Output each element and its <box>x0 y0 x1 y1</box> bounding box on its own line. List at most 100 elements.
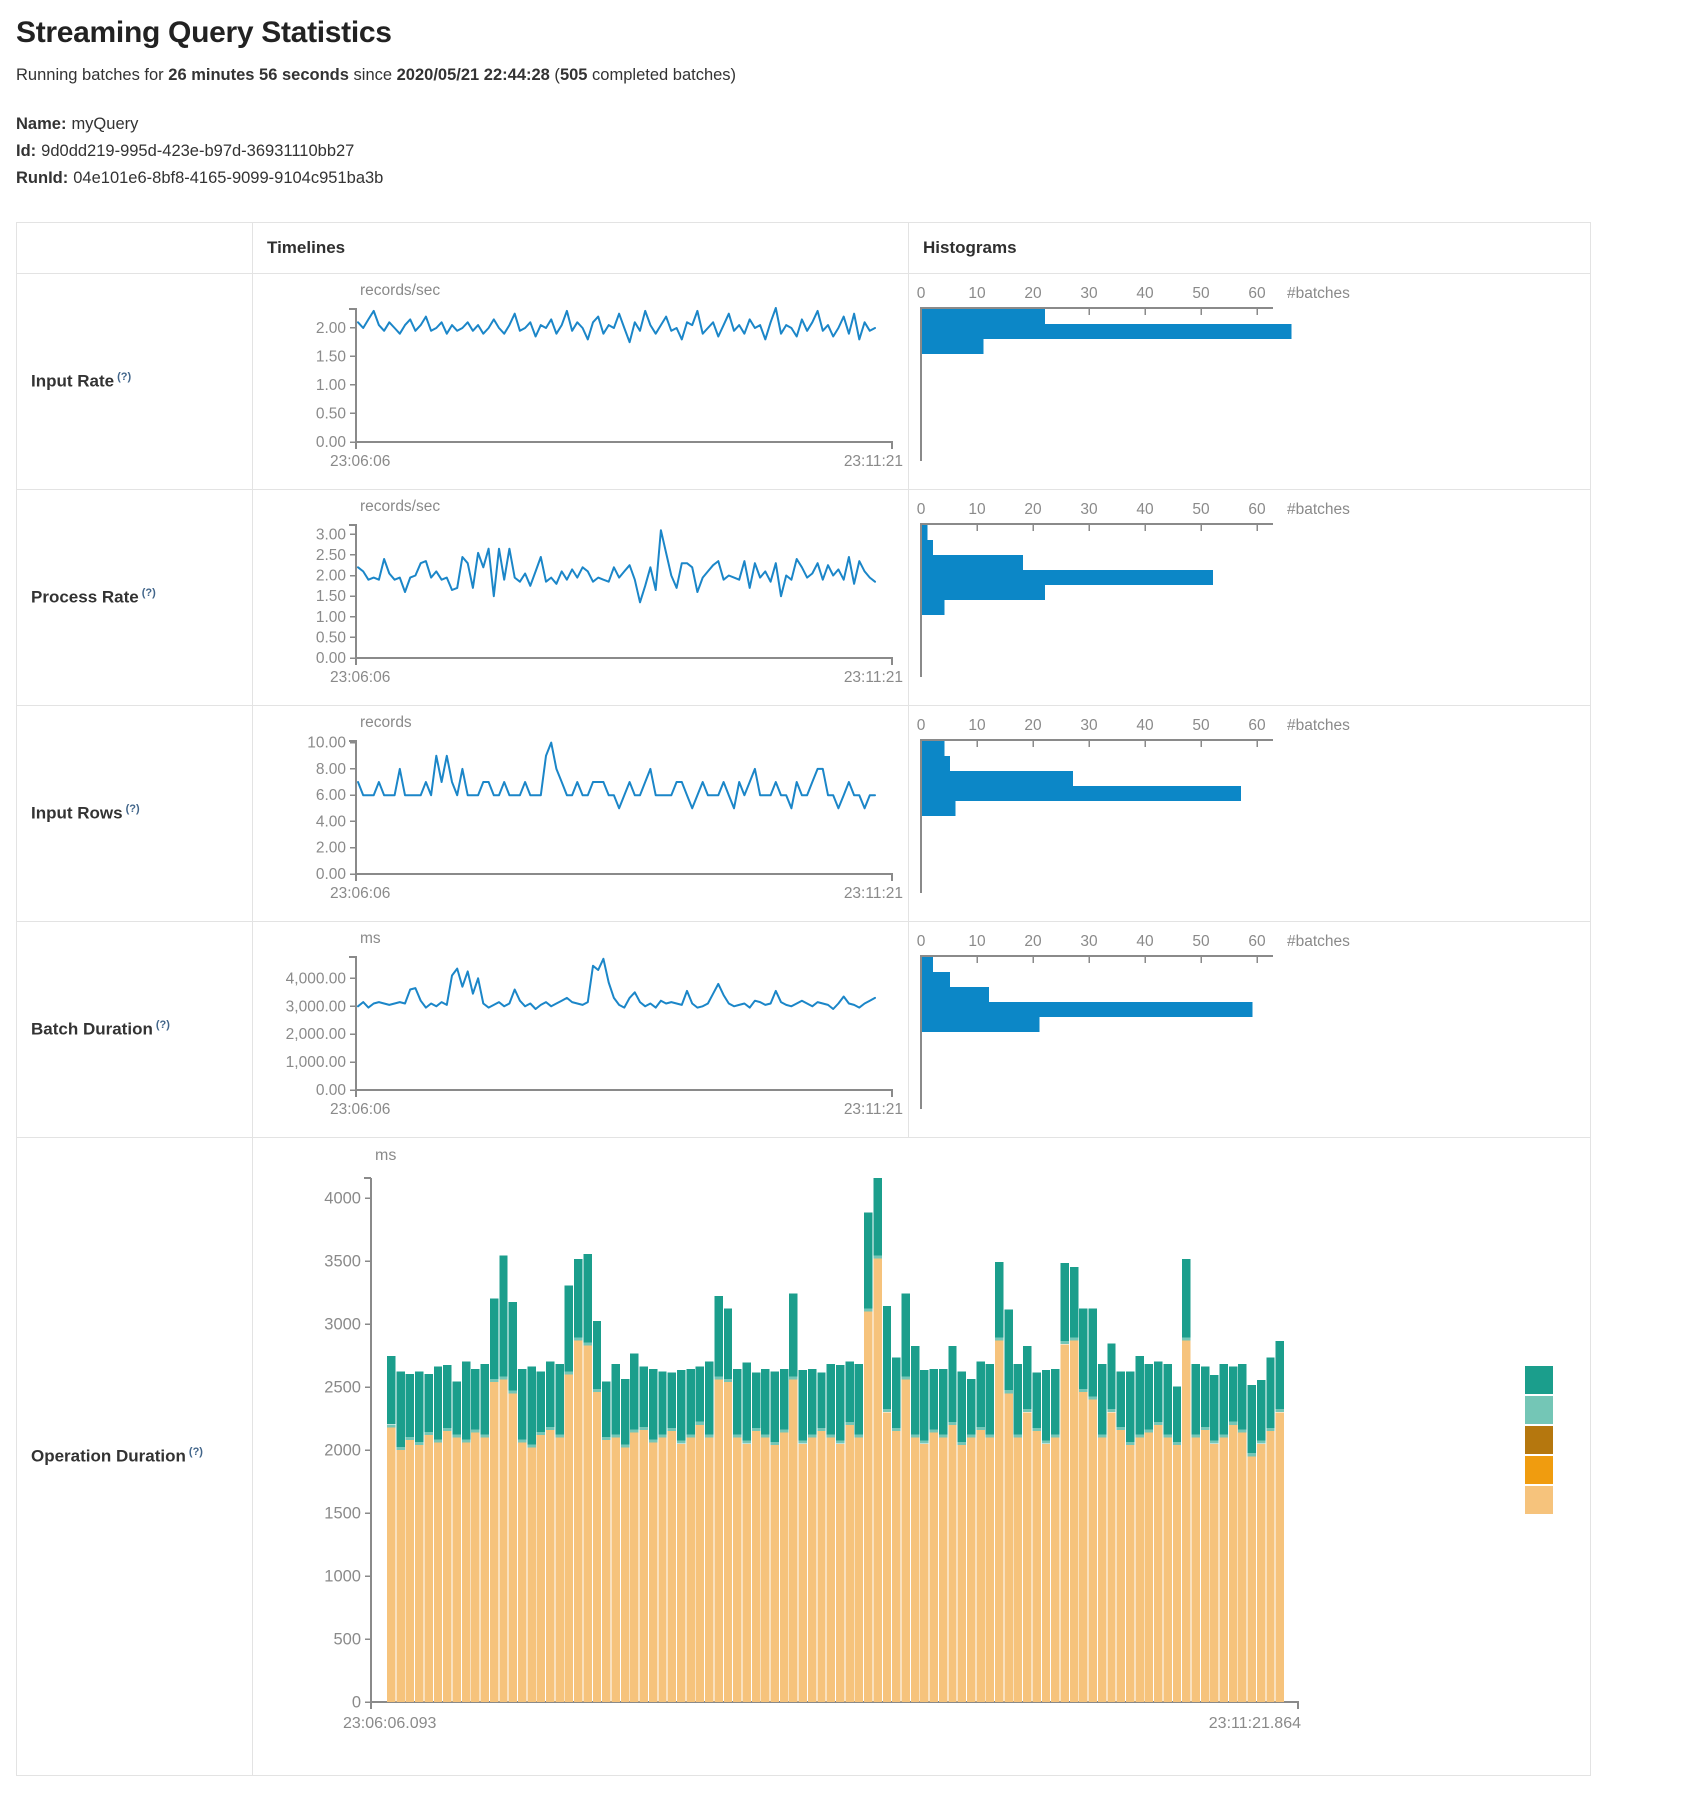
legend-swatch-4 <box>1525 1456 1553 1484</box>
svg-text:60: 60 <box>1248 933 1266 950</box>
stats-table: Timelines Histograms Input Rate (?) recor… <box>16 222 1591 1776</box>
svg-text:1.50: 1.50 <box>316 588 347 605</box>
histogram-cell: 0 10 20 30 40 50 60 #batches <box>908 273 1591 490</box>
input-rows-timeline-chart: records 10.00 8.00 6.00 4.00 2.00 0.00 23:06:06… <box>307 714 903 902</box>
metric-label: Operation Duration <box>31 1446 186 1466</box>
svg-text:records/sec: records/sec <box>360 498 440 515</box>
operation-duration-row: Operation Duration (?) ms 4000 3500 3000 2500… <box>16 1137 1591 1776</box>
timeline-cell: ms 4,000.00 3,000.00 2,000.00 1,000.00 0.00 23… <box>252 921 909 1138</box>
svg-text:20: 20 <box>1024 501 1042 518</box>
svg-text:3.00: 3.00 <box>316 526 347 543</box>
svg-text:4,000.00: 4,000.00 <box>286 970 347 987</box>
histogram-cell: 0 10 20 30 40 50 60 #batches <box>908 921 1591 1138</box>
operation-duration-stacked-chart: ms 4000 3500 3000 2500 2000 1500 1000 500 0 23:06:… <box>324 1147 1301 1732</box>
svg-text:23:06:06: 23:06:06 <box>330 453 390 470</box>
svg-text:4000: 4000 <box>324 1190 361 1208</box>
svg-text:0.00: 0.00 <box>316 1082 347 1099</box>
svg-text:10.00: 10.00 <box>307 735 346 752</box>
svg-text:8.00: 8.00 <box>316 761 347 778</box>
query-id-label: Id: <box>16 142 37 160</box>
svg-text:records/sec: records/sec <box>360 282 440 299</box>
table-header-row: Timelines Histograms <box>16 222 1591 274</box>
help-icon[interactable]: (?) <box>117 371 132 384</box>
query-runid-row: RunId: 04e101e6-8bf8-4165-9099-9104c951ba… <box>16 165 1677 192</box>
svg-text:2.50: 2.50 <box>316 547 347 564</box>
svg-text:10: 10 <box>968 285 986 302</box>
svg-text:60: 60 <box>1248 501 1266 518</box>
legend-swatch-1 <box>1525 1366 1553 1394</box>
svg-text:2.00: 2.00 <box>316 320 347 337</box>
svg-text:1.50: 1.50 <box>316 348 347 365</box>
svg-text:2.00: 2.00 <box>316 840 347 857</box>
summary-text: completed batches) <box>587 66 737 84</box>
histogram-cell: 0 10 20 30 40 50 60 #batches <box>908 489 1591 706</box>
timeline-cell: records/sec 3.00 2.50 2.00 1.50 1.00 0.50 0.00 2… <box>252 489 909 706</box>
query-name-label: Name: <box>16 115 67 133</box>
help-icon[interactable]: (?) <box>141 587 156 600</box>
svg-text:20: 20 <box>1024 285 1042 302</box>
metric-label: Input Rows <box>31 803 123 823</box>
svg-text:3500: 3500 <box>324 1253 361 1271</box>
svg-text:2.00: 2.00 <box>316 568 347 585</box>
help-icon[interactable]: (?) <box>155 1019 170 1032</box>
svg-text:40: 40 <box>1136 933 1154 950</box>
svg-text:50: 50 <box>1192 501 1210 518</box>
legend-swatch-3 <box>1525 1426 1553 1454</box>
svg-text:#batches: #batches <box>1287 501 1350 518</box>
summary-text: ( <box>549 66 560 84</box>
svg-text:0.00: 0.00 <box>316 434 347 451</box>
summary-duration: 26 minutes 56 seconds <box>168 66 349 84</box>
metric-label-cell: Process Rate (?) <box>16 489 253 706</box>
svg-text:4.00: 4.00 <box>316 813 347 830</box>
svg-text:3,000.00: 3,000.00 <box>286 998 347 1015</box>
svg-text:23:06:06: 23:06:06 <box>330 885 390 902</box>
svg-text:23:11:21: 23:11:21 <box>844 1101 903 1118</box>
metric-label: Process Rate <box>31 587 139 607</box>
timeline-cell: records 10.00 8.00 6.00 4.00 2.00 0.00 23:06:06… <box>252 705 909 922</box>
svg-text:23:11:21.864: 23:11:21.864 <box>1209 1715 1301 1732</box>
query-name-value: myQuery <box>71 115 139 133</box>
svg-text:50: 50 <box>1192 933 1210 950</box>
help-icon[interactable]: (?) <box>125 803 140 816</box>
query-meta: Name: myQuery Id: 9d0dd219-995d-423e-b97d-… <box>16 111 1677 192</box>
process-rate-row: Process Rate (?) records/sec 3.00 2.50 2.00 1… <box>16 489 1591 706</box>
batch-duration-timeline-chart: ms 4,000.00 3,000.00 2,000.00 1,000.00 0.00 23… <box>286 930 903 1118</box>
svg-text:40: 40 <box>1136 285 1154 302</box>
svg-text:60: 60 <box>1248 717 1266 734</box>
svg-text:23:11:21: 23:11:21 <box>844 453 903 470</box>
metric-label-cell: Batch Duration (?) <box>16 921 253 1138</box>
operation-duration-legend <box>1525 1366 1553 1514</box>
svg-text:23:06:06: 23:06:06 <box>330 1101 390 1118</box>
svg-text:20: 20 <box>1024 717 1042 734</box>
page-title: Streaming Query Statistics <box>16 16 392 49</box>
svg-text:0: 0 <box>917 285 926 302</box>
timeline-cell: records/sec 2.00 1.50 1.00 0.50 0.00 23:06:06 2… <box>252 273 909 490</box>
operation-duration-cell: ms 4000 3500 3000 2500 2000 1500 1000 500 0 23:06:… <box>252 1137 1591 1776</box>
input-rate-histogram-chart: 0 10 20 30 40 50 60 #batches <box>917 285 1350 461</box>
query-id-value: 9d0dd219-995d-423e-b97d-36931110bb27 <box>41 142 355 160</box>
header-empty-cell <box>16 222 253 274</box>
query-name-row: Name: myQuery <box>16 111 1677 138</box>
svg-text:50: 50 <box>1192 717 1210 734</box>
svg-text:0.00: 0.00 <box>316 650 347 667</box>
metric-label-cell: Operation Duration (?) <box>16 1137 253 1776</box>
help-icon[interactable]: (?) <box>188 1446 203 1459</box>
svg-text:23:11:21: 23:11:21 <box>844 885 903 902</box>
metric-label-cell: Input Rate (?) <box>16 273 253 490</box>
svg-text:0.50: 0.50 <box>316 629 347 646</box>
svg-text:10: 10 <box>968 501 986 518</box>
svg-text:40: 40 <box>1136 717 1154 734</box>
summary-text: since <box>348 66 397 84</box>
svg-text:20: 20 <box>1024 933 1042 950</box>
svg-text:60: 60 <box>1248 285 1266 302</box>
svg-text:0: 0 <box>352 1694 361 1712</box>
process-rate-timeline-chart: records/sec 3.00 2.50 2.00 1.50 1.00 0.50 0.00 2… <box>316 498 903 686</box>
svg-text:2,000.00: 2,000.00 <box>286 1026 347 1043</box>
svg-text:23:06:06.093: 23:06:06.093 <box>343 1715 437 1732</box>
query-id-row: Id: 9d0dd219-995d-423e-b97d-36931110bb27 <box>16 138 1677 165</box>
query-runid-label: RunId: <box>16 169 69 187</box>
svg-text:#batches: #batches <box>1287 285 1350 302</box>
svg-text:10: 10 <box>968 933 986 950</box>
svg-text:0: 0 <box>917 933 926 950</box>
svg-text:1000: 1000 <box>324 1568 361 1586</box>
